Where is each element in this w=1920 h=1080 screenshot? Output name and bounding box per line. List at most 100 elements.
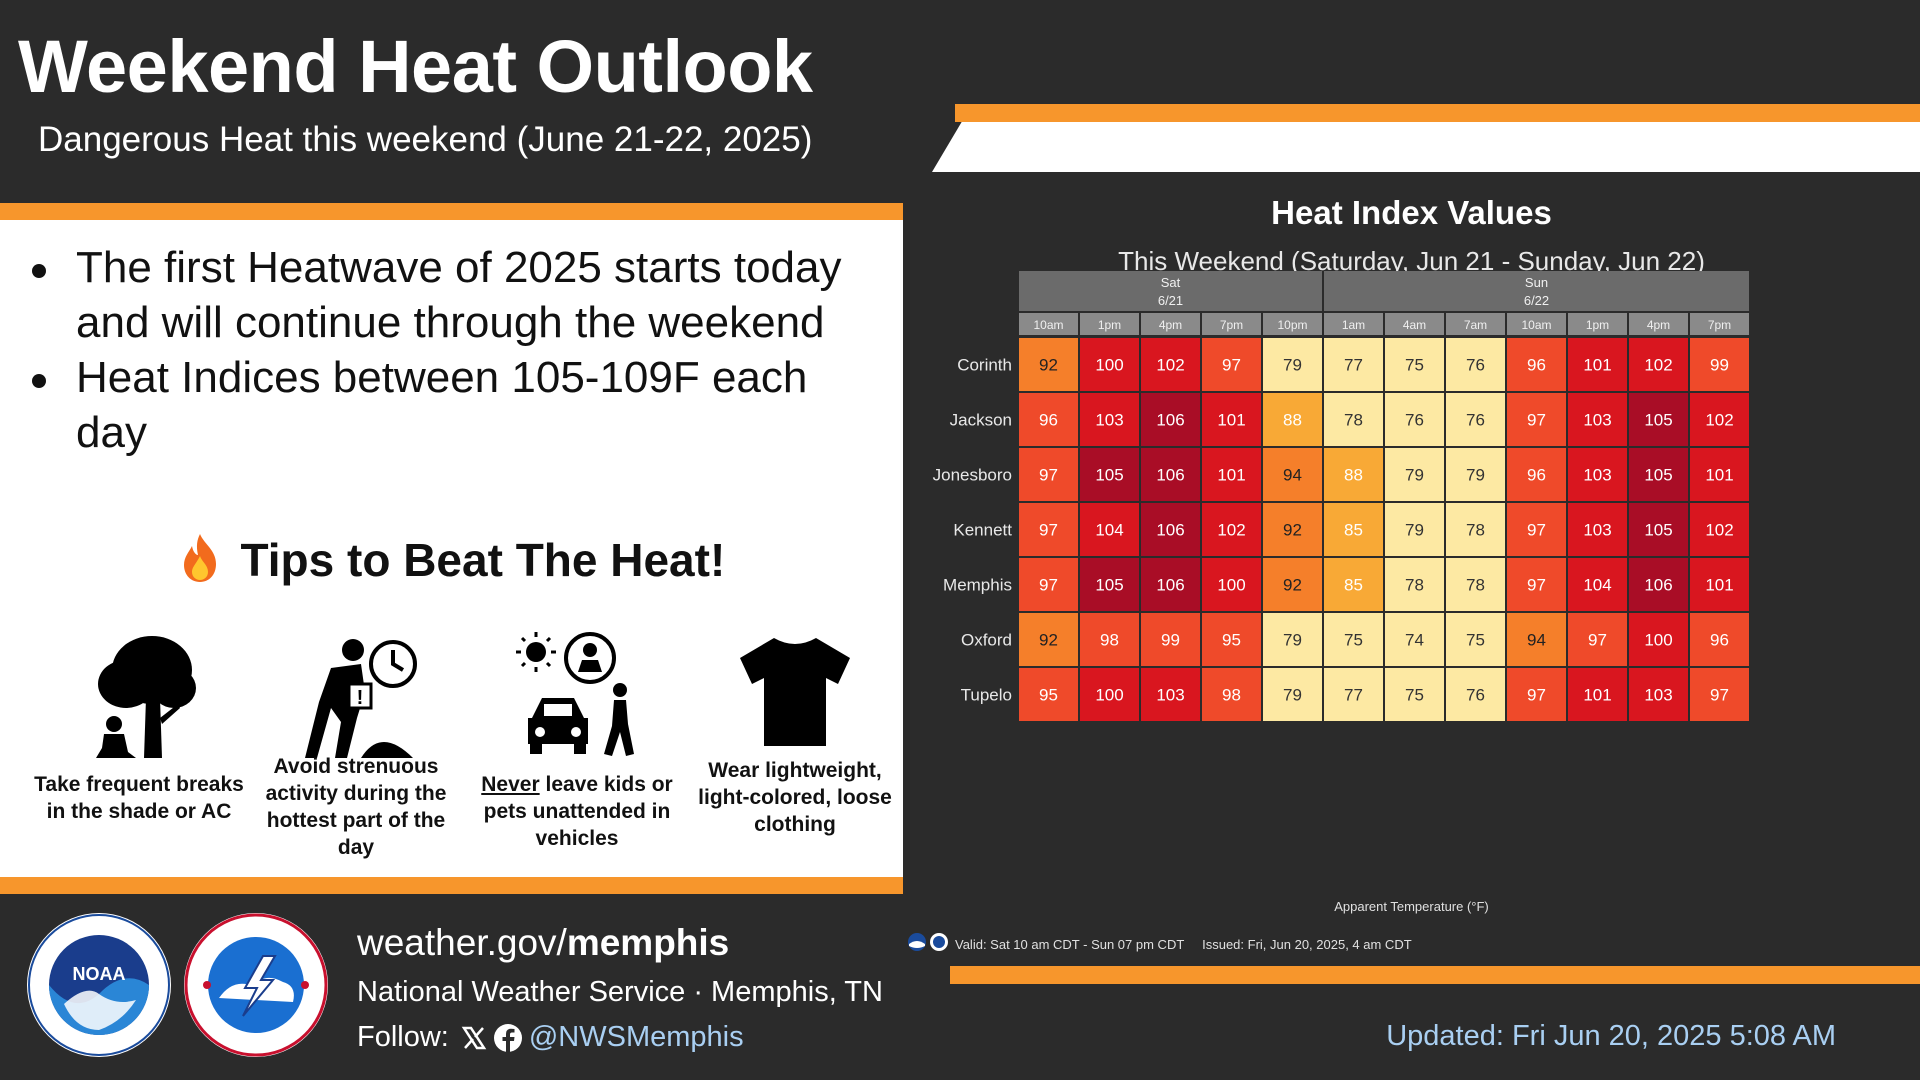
- heat-value: 96: [1527, 466, 1546, 485]
- bullet-dot-icon: [32, 374, 46, 388]
- heat-cell: [1446, 448, 1505, 501]
- heat-value: 79: [1283, 686, 1302, 705]
- time-header-label: 1pm: [1586, 318, 1609, 332]
- orange-divider-left: [0, 203, 903, 220]
- heat-cell: [1324, 448, 1383, 501]
- heatmap-grid: Sat 6/21 Sun 6/22 10am 1pm 4pm 7pm 10pm 1am 4am 7am…: [933, 271, 1749, 721]
- heat-value: 104: [1583, 576, 1611, 595]
- time-header-label: 4am: [1403, 318, 1426, 332]
- heat-value: 106: [1156, 466, 1184, 485]
- social-handle[interactable]: @NWSMemphis: [528, 1021, 744, 1053]
- heat-cell: [1019, 448, 1078, 501]
- heat-value: 99: [1710, 356, 1729, 375]
- heat-cell: [1324, 503, 1383, 556]
- time-header-label: 10pm: [1277, 318, 1307, 332]
- day-header-cell: [1324, 271, 1749, 311]
- heat-cell: [1446, 613, 1505, 666]
- heat-cell: [1080, 613, 1139, 666]
- heat-cell: [1690, 558, 1749, 611]
- heat-value: 96: [1710, 631, 1729, 650]
- heat-cell: [1019, 613, 1078, 666]
- heat-value: 97: [1222, 356, 1241, 375]
- time-header-label: 7pm: [1220, 318, 1243, 332]
- heat-value: 97: [1588, 631, 1607, 650]
- time-header-cell: [1324, 313, 1383, 335]
- facebook-icon[interactable]: [493, 1023, 523, 1053]
- heat-value: 98: [1100, 631, 1119, 650]
- heat-value: 106: [1644, 576, 1672, 595]
- heat-value: 100: [1095, 356, 1123, 375]
- website-bold: memphis: [566, 922, 730, 963]
- heat-cell: [1629, 503, 1688, 556]
- chart-valid-issued: Valid: Sat 10 am CDT - Sun 07 pm CDT Iss…: [955, 937, 1412, 952]
- heat-cell: [1019, 668, 1078, 721]
- heat-cell: [1385, 668, 1444, 721]
- heat-value: 105: [1644, 466, 1672, 485]
- heat-value: 102: [1705, 521, 1733, 540]
- website-link[interactable]: weather.gov/memphis: [357, 922, 729, 964]
- bullet-list: The first Heatwave of 2025 starts today …: [30, 240, 890, 460]
- heat-cell: [1324, 558, 1383, 611]
- heat-value: 76: [1466, 686, 1485, 705]
- social-icons: [461, 1023, 523, 1053]
- header: Weekend Heat Outlook Dangerous Heat this…: [0, 0, 902, 203]
- day-header-cell: [1019, 271, 1322, 311]
- heat-value: 79: [1466, 466, 1485, 485]
- info-panel: [0, 220, 903, 877]
- time-header-cell: [1263, 313, 1322, 335]
- row-label: Corinth: [957, 356, 1012, 375]
- heat-cell: [1324, 393, 1383, 446]
- heat-value: 79: [1283, 356, 1302, 375]
- heat-value: 96: [1527, 356, 1546, 375]
- row-label: Jonesboro: [933, 466, 1012, 485]
- heat-value: 99: [1161, 631, 1180, 650]
- orange-divider-left-bottom: [0, 877, 903, 894]
- heat-value: 95: [1222, 631, 1241, 650]
- heat-cell: [1324, 613, 1383, 666]
- heat-cell: [1080, 448, 1139, 501]
- heat-cell: [1690, 448, 1749, 501]
- worker-clock-icon: !: [305, 639, 417, 758]
- heat-value: 79: [1283, 631, 1302, 650]
- heat-value: 97: [1527, 521, 1546, 540]
- heat-cell: [1202, 393, 1261, 446]
- heat-cell: [1080, 503, 1139, 556]
- white-divider-top-right: [932, 122, 1920, 172]
- heat-value: 98: [1222, 686, 1241, 705]
- heat-cell: [1263, 613, 1322, 666]
- heat-cell: [1141, 338, 1200, 391]
- row-label: Jackson: [950, 411, 1012, 430]
- heat-cell: [1202, 338, 1261, 391]
- follow-row: Follow: @NWSMemphis: [357, 1021, 744, 1054]
- bullet-text: Heat Indices between 105-109F each day: [76, 353, 808, 457]
- heat-value: 76: [1466, 411, 1485, 430]
- tip-text-rest: leave kids or pets unattended in vehicle…: [483, 773, 673, 850]
- heat-value: 103: [1583, 411, 1611, 430]
- heat-cell: [1507, 558, 1566, 611]
- heat-value: 92: [1283, 576, 1302, 595]
- heat-cell: [1019, 503, 1078, 556]
- heat-cell: [1385, 613, 1444, 666]
- heat-cell: [1690, 338, 1749, 391]
- time-header-label: 1pm: [1098, 318, 1121, 332]
- heat-value: 100: [1217, 576, 1245, 595]
- heat-cell: [1385, 338, 1444, 391]
- day-header-label: Sun: [1525, 275, 1548, 290]
- heat-cell: [1080, 558, 1139, 611]
- heat-value: 100: [1644, 631, 1672, 650]
- heat-cell: [1568, 393, 1627, 446]
- heat-value: 94: [1527, 631, 1546, 650]
- time-header-cell: [1629, 313, 1688, 335]
- time-header-cell: [1141, 313, 1200, 335]
- heat-cell: [1568, 448, 1627, 501]
- heat-value: 92: [1039, 631, 1058, 650]
- row-label: Kennett: [953, 521, 1012, 540]
- heat-value: 101: [1583, 356, 1611, 375]
- noaa-mini-icon: [908, 933, 926, 951]
- heat-cell: [1019, 393, 1078, 446]
- heat-value: 85: [1344, 576, 1363, 595]
- x-icon[interactable]: [461, 1025, 487, 1051]
- heat-cell: [1263, 393, 1322, 446]
- heat-value: 102: [1705, 411, 1733, 430]
- heat-cell: [1202, 613, 1261, 666]
